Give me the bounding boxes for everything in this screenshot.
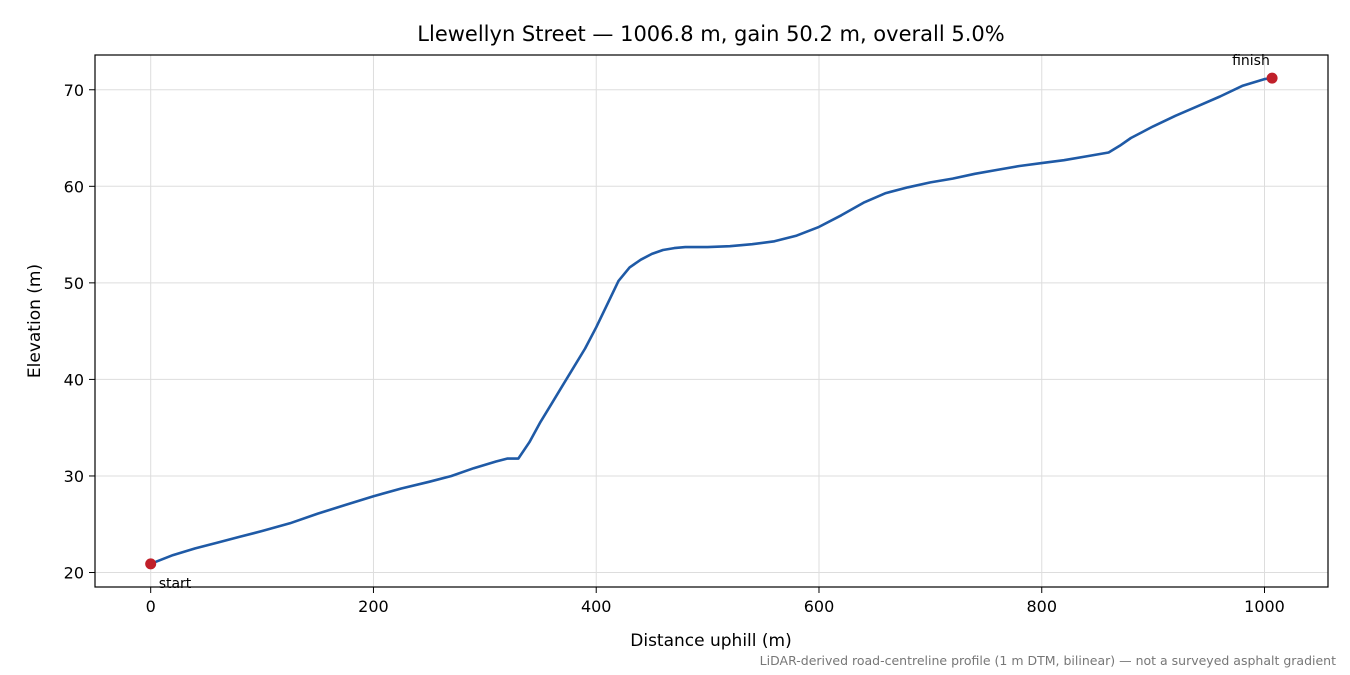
finish-marker xyxy=(1266,72,1278,84)
y-tick-label: 40 xyxy=(64,370,84,389)
axis-ticks: 0 200 400 600 800 1000 20 30 40 50 60 70 xyxy=(64,81,1285,616)
plot-frame xyxy=(94,54,1329,588)
x-tick-label: 1000 xyxy=(1244,597,1285,616)
x-tick-label: 800 xyxy=(1026,597,1057,616)
footnote: LiDAR-derived road-centreline profile (1… xyxy=(760,653,1336,668)
finish-annotation: finish xyxy=(1232,53,1270,69)
elevation-line xyxy=(149,76,1274,566)
x-tick-label: 600 xyxy=(804,597,835,616)
y-tick-label: 50 xyxy=(64,274,84,293)
y-axis-label: Elevation (m) xyxy=(25,264,45,378)
marker-layer: start finish xyxy=(145,53,1278,592)
x-tick-label: 200 xyxy=(358,597,389,616)
chart-title: Llewellyn Street — 1006.8 m, gain 50.2 m… xyxy=(417,22,1004,46)
x-tick-label: 400 xyxy=(581,597,612,616)
grid xyxy=(95,55,1328,587)
start-annotation: start xyxy=(159,576,192,592)
y-tick-label: 70 xyxy=(64,81,84,100)
y-tick-label: 20 xyxy=(64,564,84,583)
series-layer xyxy=(149,76,1274,566)
start-marker xyxy=(145,558,157,570)
y-tick-label: 60 xyxy=(64,177,84,196)
x-tick-label: 0 xyxy=(146,597,156,616)
x-axis-label: Distance uphill (m) xyxy=(630,631,791,651)
y-tick-label: 30 xyxy=(64,467,84,486)
